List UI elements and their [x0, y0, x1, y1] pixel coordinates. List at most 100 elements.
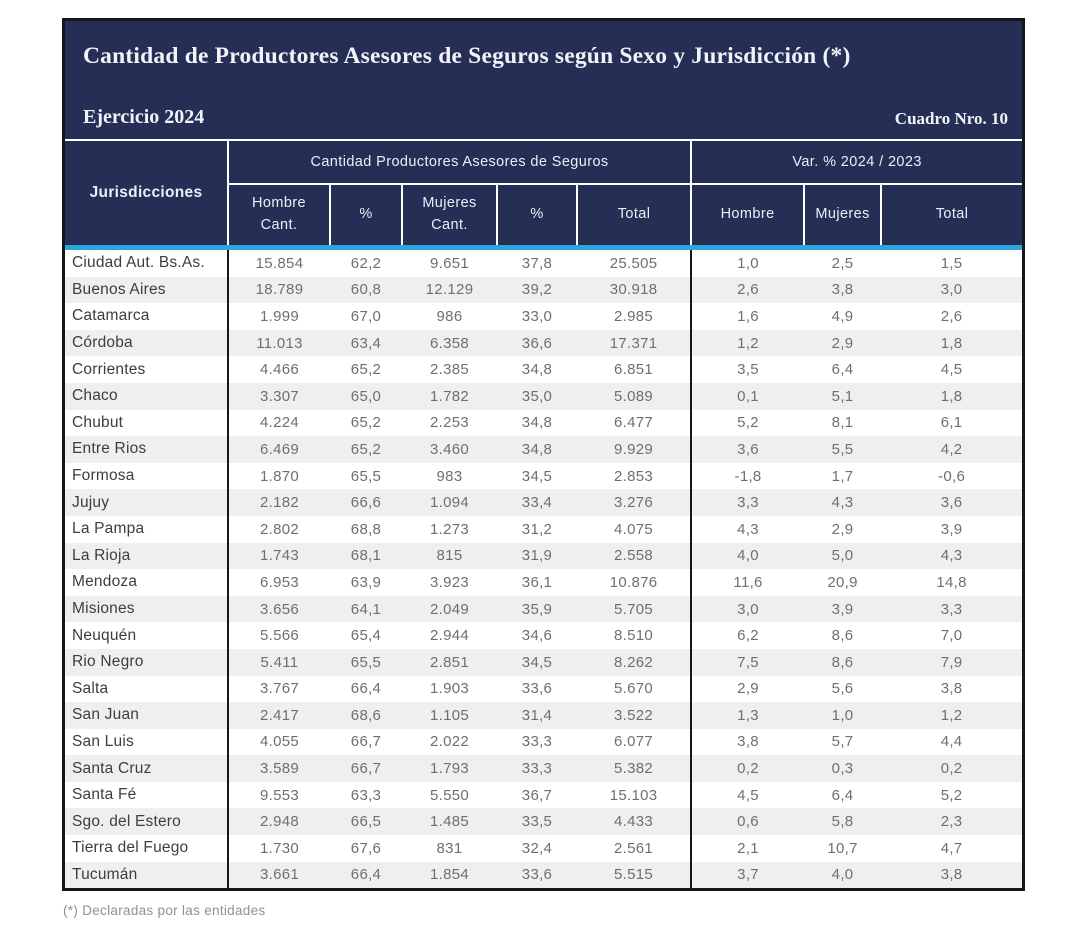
jurisdiction-cell: Jujuy [65, 489, 229, 516]
jurisdiction-cell: La Rioja [65, 542, 229, 570]
value-cell: 5.411 [260, 653, 299, 671]
value-cell: 6.358 [429, 334, 470, 352]
value-cell: 6,1 [940, 414, 963, 432]
value-cell: 2.417 [259, 706, 300, 724]
value-cell: 3,8 [690, 728, 805, 756]
table-row: Rio Negro 5.411 65,5 2.851 34,5 8.262 7,5 8,6 7,… [65, 648, 1023, 676]
report-card: Cantidad de Productores Asesores de Segu… [62, 18, 1025, 892]
value-cell: 1.903 [429, 680, 470, 698]
value-cell: 5.550 [429, 786, 470, 804]
data-table: Jurisdicciones Cantidad Productores Ases… [65, 141, 1023, 889]
jurisdiction-cell: Ciudad Aut. Bs.As. [65, 247, 229, 277]
value-cell: 1,0 [831, 706, 854, 724]
value-cell: 3,8 [940, 680, 963, 698]
value-cell: 25.505 [609, 254, 658, 272]
value-cell: 6.469 [259, 440, 300, 458]
value-cell: 8.510 [614, 627, 654, 645]
value-cell: 1,6 [690, 303, 805, 330]
value-cell: 3.460 [429, 440, 470, 458]
value-cell: 33,6 [521, 866, 553, 884]
value-cell: 37,8 [521, 254, 553, 272]
value-cell: 4,5 [690, 781, 805, 809]
value-cell: 33,6 [521, 680, 553, 698]
value-cell: 0,3 [831, 760, 854, 778]
value-cell: 31,2 [521, 520, 553, 538]
value-cell: 33,4 [521, 494, 553, 512]
value-cell: 2.182 [259, 494, 300, 512]
jurisdiction-cell: Santa Cruz [65, 755, 229, 782]
value-cell: 6,4 [831, 361, 854, 379]
jurisdiction-cell: Catamarca [65, 303, 229, 330]
value-cell: 3.923 [429, 573, 470, 591]
page-title: Cantidad de Productores Asesores de Segu… [83, 43, 851, 69]
value-cell: 4,0 [690, 542, 805, 570]
table-body: Ciudad Aut. Bs.As. 15.854 62,2 9.651 37,8 25.… [65, 247, 1023, 889]
value-cell: 2.853 [614, 467, 654, 485]
value-cell: 33,5 [521, 813, 553, 831]
value-cell: -1,8 [690, 462, 805, 490]
value-cell: 6.477 [614, 414, 654, 432]
value-cell: 986 [436, 307, 463, 325]
value-cell: 3,0 [690, 595, 805, 623]
jurisdiction-cell: Tucumán [65, 861, 229, 889]
column-header-mujeres-pct: % [496, 183, 578, 250]
value-cell: 67,0 [350, 307, 382, 325]
value-cell: 3.307 [259, 387, 300, 405]
value-cell: 2,9 [690, 675, 805, 703]
value-cell: 66,7 [350, 733, 382, 751]
value-cell: 4,7 [940, 839, 963, 857]
value-cell: 66,5 [350, 813, 382, 831]
table-row: Misiones 3.656 64,1 2.049 35,9 5.705 3,0 3,9 3,3 [65, 595, 1023, 623]
jurisdiction-cell: Rio Negro [65, 648, 229, 676]
value-cell: 4.075 [614, 520, 654, 538]
value-cell: 1.743 [259, 547, 300, 565]
value-cell: 4,3 [690, 515, 805, 543]
value-cell: 2.851 [429, 653, 470, 671]
value-cell: 35,9 [521, 600, 553, 618]
value-cell: 9.651 [429, 254, 470, 272]
value-cell: 31,9 [521, 547, 553, 565]
value-cell: 0,1 [690, 382, 805, 410]
value-cell: 5,8 [831, 813, 854, 831]
value-cell: 3,5 [690, 356, 805, 383]
value-cell: 4.055 [259, 733, 300, 751]
column-header-var-total: Total [880, 183, 1023, 250]
value-cell: 10.876 [609, 573, 658, 591]
value-cell: 6.077 [614, 733, 654, 751]
value-cell: 3.661 [259, 866, 300, 884]
value-cell: 4,9 [831, 307, 854, 325]
value-cell: 2.985 [614, 307, 654, 325]
column-header-mujeres-cant: Mujeres Cant. [401, 183, 498, 250]
value-cell: 33,3 [521, 733, 553, 751]
table-row: San Luis 4.055 66,7 2.022 33,3 6.077 3,8 5,7 4,4 [65, 728, 1022, 756]
value-cell: 8,6 [831, 627, 854, 645]
value-cell: 12.129 [425, 281, 474, 299]
table-row: Entre Rios 6.469 65,2 3.460 34,8 9.929 3,6 5,5 4… [65, 436, 1023, 463]
value-cell: 3.656 [259, 600, 300, 618]
jurisdiction-cell: Corrientes [65, 356, 229, 383]
value-cell: 34,5 [521, 653, 553, 671]
value-cell: 1.782 [429, 387, 470, 405]
value-cell: 30.918 [609, 281, 658, 299]
value-cell: 5.515 [614, 866, 654, 884]
value-cell: 20,9 [827, 573, 858, 591]
value-cell: 2.253 [429, 414, 470, 432]
cuadro-number-label: Cuadro Nro. 10 [894, 109, 1008, 128]
value-cell: 2.802 [259, 520, 300, 538]
jurisdiction-cell: Buenos Aires [65, 276, 229, 304]
report-masthead: Cantidad de Productores Asesores de Segu… [65, 21, 1022, 141]
table-row: Santa Fé 9.553 63,3 5.550 36,7 15.103 4,5 6,4 5,… [65, 781, 1022, 809]
value-cell: 3,7 [690, 861, 805, 889]
value-cell: 68,1 [350, 547, 382, 565]
value-cell: 3.767 [259, 680, 300, 698]
value-cell: 65,5 [350, 653, 382, 671]
value-cell: 1.485 [429, 813, 470, 831]
value-cell: 6.851 [614, 361, 654, 379]
value-cell: 34,8 [521, 361, 553, 379]
table-row: La Rioja 1.743 68,1 815 31,9 2.558 4,0 5,0 4,3 [65, 542, 1023, 570]
value-cell: 4.224 [259, 414, 300, 432]
value-cell: 63,4 [350, 334, 382, 352]
value-cell: 3,6 [940, 494, 963, 512]
table-row: Ciudad Aut. Bs.As. 15.854 62,2 9.651 37,8 25.… [65, 247, 1022, 277]
value-cell: 2,9 [831, 334, 854, 352]
